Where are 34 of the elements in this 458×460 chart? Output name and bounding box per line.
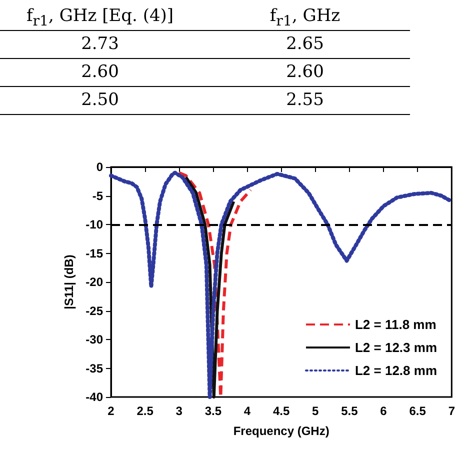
- y-tick-label: -25: [86, 304, 104, 318]
- text: f$_{r1}$, GHz [Eq. (4)]: [25, 6, 175, 30]
- x-axis-title: Frequency (GHz): [233, 424, 330, 438]
- y-tick-label: 0: [96, 160, 104, 174]
- x-tick-label: 4.5: [272, 404, 290, 418]
- text: 2.50: [80, 90, 120, 110]
- y-tick-label: -40: [86, 390, 104, 404]
- x-tick-label: 2: [108, 404, 115, 418]
- x-tick-label: 4: [244, 404, 251, 418]
- text: 2.60: [80, 62, 120, 82]
- text: 2.60: [285, 62, 325, 82]
- x-tick-label: 2.5: [136, 404, 154, 418]
- y-tick-label: -35: [86, 361, 104, 376]
- y-tick-label: -10: [86, 218, 104, 232]
- x-tick-label: 3: [176, 404, 183, 418]
- y-tick-label: -5: [92, 188, 104, 203]
- legend-label: L2 = 11.8 mm: [354, 317, 436, 332]
- x-tick-label: 7: [448, 404, 456, 418]
- legend-label: L2 = 12.8 mm: [354, 363, 438, 378]
- x-tick-label: 5.5: [341, 404, 358, 418]
- y-tick-label: -15: [86, 246, 104, 260]
- x-tick-label: 6: [380, 404, 388, 418]
- x-tick-label: 5: [312, 404, 320, 418]
- text: f$_{r1}$, GHz: [268, 6, 342, 30]
- text: 2.55: [285, 90, 325, 110]
- y-tick-label: -30: [86, 332, 104, 346]
- text: 2.65: [285, 34, 325, 54]
- x-tick-label: 6.5: [409, 404, 426, 418]
- y-axis-title: |S11| (dB): [62, 254, 76, 310]
- y-tick-label: -20: [86, 275, 104, 289]
- x-tick-label: 3.5: [204, 404, 222, 418]
- text: 2.73: [80, 34, 120, 54]
- legend-label: L2 = 12.3 mm: [354, 340, 438, 355]
- line-series: [109, 170, 454, 399]
